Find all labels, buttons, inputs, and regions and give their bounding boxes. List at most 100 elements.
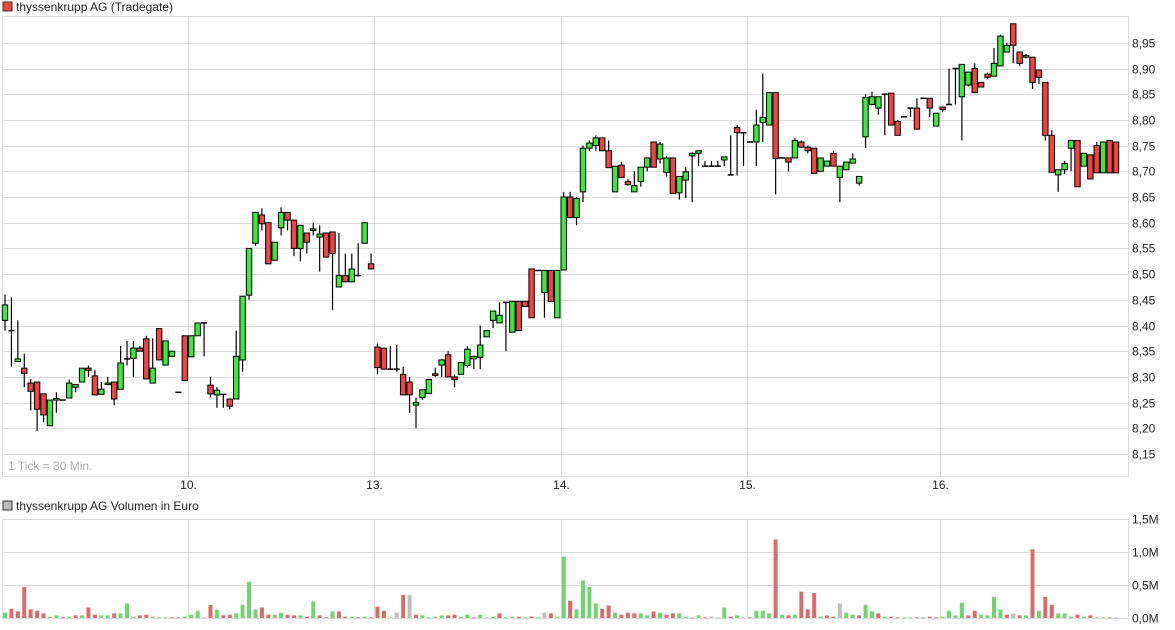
candle-body (489, 310, 497, 321)
candle-body (766, 92, 773, 126)
candle (547, 270, 555, 302)
candle-body (843, 161, 850, 171)
volume-bar (221, 615, 226, 618)
volume-bar (324, 617, 329, 619)
candle-body (1029, 56, 1036, 83)
candle-body (1106, 139, 1113, 174)
volume-bar (317, 615, 322, 618)
candle-body (926, 97, 933, 109)
volume-bar (99, 615, 104, 618)
candle (155, 328, 163, 361)
candle (136, 346, 144, 352)
candle-body (560, 196, 567, 271)
candle (875, 96, 882, 115)
candle-body (168, 350, 176, 357)
volume-bar (214, 609, 219, 618)
candle-body (888, 92, 895, 126)
volume-bar (786, 615, 791, 618)
volume-bar (889, 616, 894, 618)
volume-bar (825, 615, 830, 618)
candle-body (547, 270, 555, 302)
candle-body (990, 62, 998, 77)
candle-body (721, 156, 728, 161)
candle (946, 68, 953, 106)
candle (952, 67, 959, 105)
candle (907, 107, 914, 117)
candle-body (14, 358, 22, 362)
candle-body (791, 139, 799, 159)
candle (335, 232, 343, 288)
candle-body (541, 270, 548, 294)
candle (721, 156, 728, 167)
candle (932, 112, 940, 127)
candle (676, 175, 683, 200)
candle-body (27, 382, 34, 392)
candle-body (592, 137, 600, 147)
volume-bar (645, 615, 650, 618)
candle (817, 157, 824, 172)
candle-body (566, 196, 574, 219)
candle (33, 381, 41, 431)
candle (579, 145, 587, 203)
volume-bar (234, 613, 239, 618)
candle (939, 106, 946, 113)
candle-body (1112, 141, 1120, 174)
volume-bar (837, 603, 842, 618)
candle-body (1055, 169, 1062, 176)
x-tick-label: 14. (553, 478, 570, 492)
volume-bar (394, 612, 399, 618)
volume-bar (927, 616, 932, 618)
candle (181, 335, 189, 381)
x-tick-label: 10. (180, 478, 197, 492)
candle (810, 147, 818, 174)
candle-body (913, 107, 921, 130)
price-y-tick-label: 8,20 (1132, 422, 1156, 436)
candle-body (875, 96, 882, 109)
candle-body (117, 362, 124, 390)
candle (226, 398, 233, 410)
candle (438, 358, 445, 377)
candle-body (868, 96, 876, 105)
candle-body (759, 116, 766, 123)
candle (1087, 154, 1094, 180)
candle (258, 208, 266, 231)
volume-bar (895, 617, 900, 619)
price-y-tick-label: 8,50 (1132, 268, 1156, 282)
candle (669, 157, 677, 194)
candle (1080, 152, 1088, 167)
volume-bar (818, 616, 823, 618)
volume-bar (311, 601, 316, 618)
candle (419, 389, 426, 401)
candle (913, 98, 921, 130)
volume-bar (240, 604, 245, 618)
candle (149, 338, 156, 384)
price-chart-title: thyssenkrupp AG (Tradegate) (16, 0, 173, 14)
candle-body (554, 270, 561, 319)
candle-body (245, 247, 253, 296)
volume-bar (587, 586, 592, 618)
volume-bar (658, 612, 663, 618)
volume-y-tick-label: 1,0M (1132, 546, 1159, 560)
candle-body (316, 233, 323, 238)
candle-body (310, 228, 317, 231)
candle-body (155, 328, 163, 361)
volume-bar (812, 592, 817, 618)
candle-body (643, 157, 651, 168)
candle-body (207, 384, 214, 395)
volume-bar (869, 611, 874, 618)
candle-body (342, 275, 349, 283)
candle (232, 330, 240, 400)
volume-bar (600, 608, 605, 618)
candle (599, 137, 606, 152)
volume-bar (291, 615, 296, 618)
candle-body (451, 376, 458, 380)
candle-body (997, 35, 1004, 67)
volume-bar (439, 615, 444, 618)
candle (1048, 130, 1055, 173)
candle (855, 175, 863, 186)
volume-bar (638, 613, 643, 618)
candle (1061, 161, 1068, 174)
candle-body (457, 362, 465, 375)
candle (618, 162, 625, 178)
volume-bar (131, 616, 136, 618)
